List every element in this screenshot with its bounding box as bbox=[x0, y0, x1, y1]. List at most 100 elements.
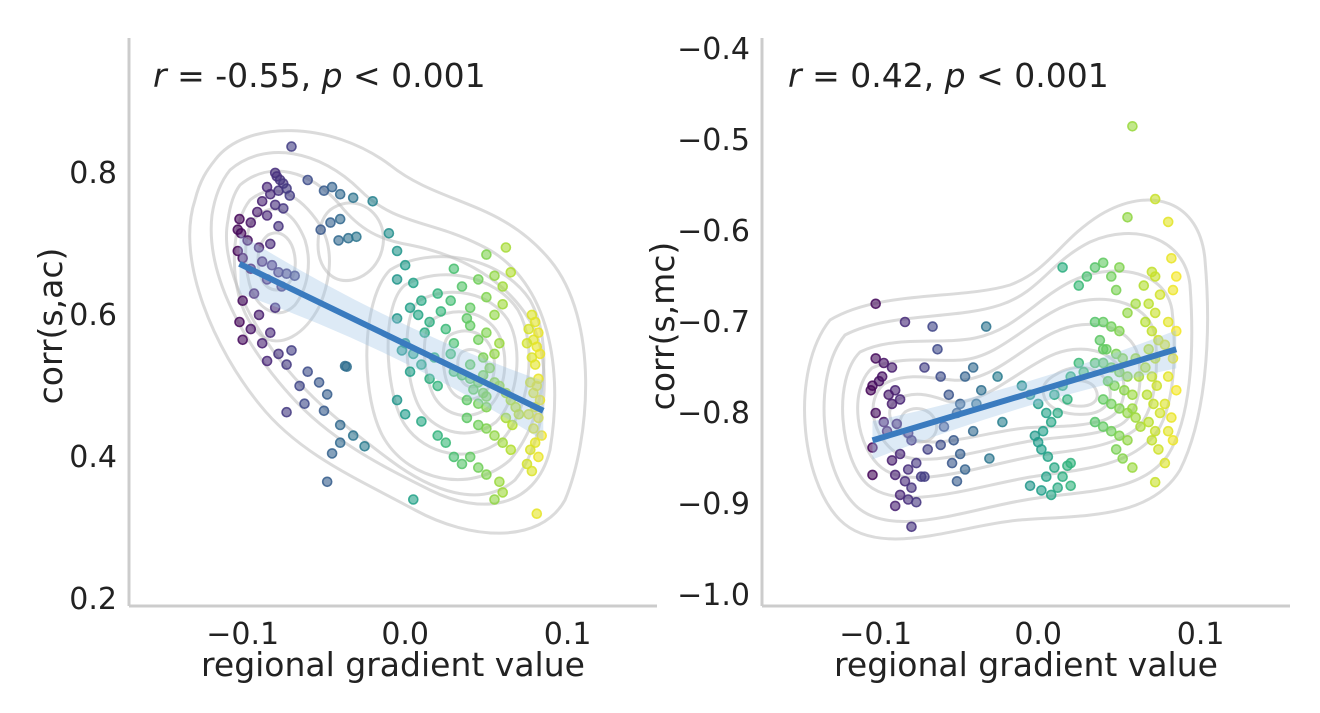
data-point bbox=[1159, 398, 1171, 410]
data-point bbox=[1166, 412, 1177, 423]
data-point bbox=[286, 141, 297, 152]
data-point bbox=[878, 416, 890, 428]
data-point bbox=[302, 366, 314, 378]
data-point bbox=[264, 238, 276, 250]
data-point bbox=[1162, 216, 1174, 228]
data-point bbox=[484, 362, 496, 374]
x-tick-labels: −0.1 0.0 0.1 bbox=[839, 617, 1224, 652]
data-point bbox=[489, 430, 500, 441]
y-tick-label: −0.4 bbox=[677, 32, 750, 67]
data-point bbox=[1049, 389, 1060, 401]
data-point bbox=[1110, 444, 1122, 455]
data-point bbox=[481, 469, 492, 480]
data-point bbox=[234, 316, 245, 328]
p-symbol: p bbox=[944, 56, 966, 95]
data-point bbox=[1089, 262, 1101, 273]
data-point bbox=[533, 451, 544, 463]
data-point bbox=[489, 494, 500, 505]
kde-contour-level-13 bbox=[316, 201, 385, 283]
data-point bbox=[237, 334, 248, 346]
r-value: = 0.42, bbox=[802, 56, 945, 95]
data-point bbox=[497, 298, 509, 310]
correlation-annotation: r = 0.42, p < 0.001 bbox=[788, 56, 1109, 95]
data-point bbox=[1167, 434, 1179, 446]
data-point bbox=[1143, 343, 1154, 355]
data-point bbox=[1149, 271, 1161, 282]
data-point bbox=[1146, 371, 1158, 382]
data-point bbox=[1057, 471, 1068, 483]
data-point bbox=[980, 321, 992, 332]
data-point bbox=[1041, 471, 1052, 483]
data-point bbox=[1117, 453, 1128, 464]
data-point bbox=[391, 274, 403, 285]
data-point bbox=[1127, 462, 1138, 473]
data-point bbox=[281, 406, 292, 418]
data-point bbox=[1065, 457, 1076, 469]
data-point bbox=[910, 496, 922, 508]
data-point bbox=[1153, 444, 1164, 455]
data-point bbox=[1159, 339, 1171, 351]
data-point bbox=[1149, 476, 1161, 488]
data-point bbox=[889, 500, 901, 512]
data-point bbox=[248, 288, 260, 299]
data-point bbox=[404, 302, 416, 314]
data-point bbox=[906, 434, 917, 446]
y-tick-label: 0.4 bbox=[69, 440, 117, 475]
data-point bbox=[281, 359, 292, 370]
data-point bbox=[456, 458, 468, 470]
data-point bbox=[253, 309, 265, 321]
y-tick-label: 0.6 bbox=[69, 298, 117, 333]
data-point bbox=[419, 327, 431, 339]
data-point bbox=[489, 270, 500, 282]
data-point bbox=[967, 362, 979, 373]
data-point bbox=[445, 348, 457, 360]
x-axis-label: regional gradient value bbox=[201, 645, 585, 684]
data-point bbox=[1127, 389, 1138, 401]
data-point bbox=[984, 453, 995, 464]
data-point bbox=[1094, 334, 1106, 346]
data-point bbox=[932, 343, 943, 355]
data-point bbox=[1024, 480, 1036, 492]
data-point bbox=[1106, 425, 1117, 437]
data-point bbox=[242, 235, 253, 246]
data-point bbox=[1143, 416, 1154, 428]
data-point bbox=[1037, 425, 1049, 437]
data-point bbox=[1036, 485, 1047, 496]
data-point bbox=[1141, 389, 1153, 401]
kde-contour-level-2 bbox=[822, 232, 1194, 523]
data-point bbox=[326, 181, 338, 193]
y-tick-label: 0.8 bbox=[69, 156, 117, 191]
data-point bbox=[1089, 357, 1101, 369]
data-point bbox=[1162, 316, 1174, 328]
data-point bbox=[407, 277, 419, 289]
y-axis-label: corr(s,mc) bbox=[643, 242, 682, 411]
data-point bbox=[1146, 434, 1158, 446]
data-point bbox=[1097, 421, 1109, 433]
correlation-annotation: r = -0.55, p < 0.001 bbox=[153, 56, 486, 95]
x-tick-label: 0.0 bbox=[1014, 617, 1062, 652]
data-point bbox=[321, 389, 333, 400]
data-point bbox=[906, 482, 917, 494]
data-point bbox=[886, 362, 898, 373]
data-point bbox=[383, 228, 395, 239]
data-point bbox=[464, 320, 476, 331]
regression-fit bbox=[238, 233, 545, 441]
data-point bbox=[445, 295, 457, 307]
x-tick-label: −0.1 bbox=[839, 617, 912, 652]
y-tick-label: −0.5 bbox=[677, 123, 750, 158]
data-point bbox=[1154, 289, 1166, 301]
data-point bbox=[927, 321, 938, 332]
data-point bbox=[534, 394, 546, 406]
data-point bbox=[500, 242, 512, 253]
data-point bbox=[468, 384, 479, 395]
data-point bbox=[1036, 444, 1047, 455]
kde-contour-level-3 bbox=[841, 269, 1176, 499]
data-point bbox=[1119, 384, 1130, 396]
data-point bbox=[367, 196, 379, 207]
data-point bbox=[334, 437, 346, 449]
data-point bbox=[1171, 384, 1182, 396]
data-point bbox=[1106, 398, 1117, 410]
data-point bbox=[1127, 121, 1138, 132]
regression-line bbox=[238, 261, 545, 414]
data-point bbox=[870, 407, 882, 419]
